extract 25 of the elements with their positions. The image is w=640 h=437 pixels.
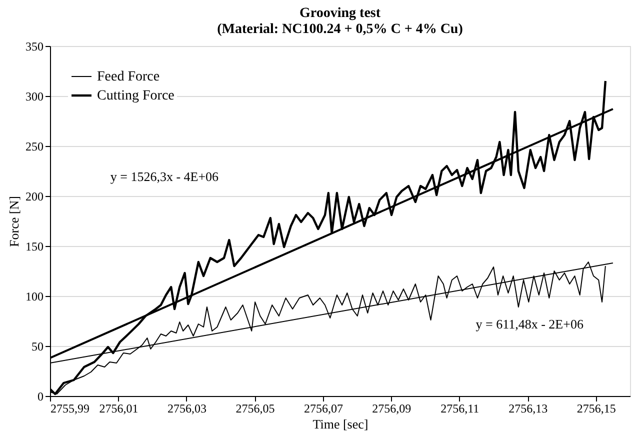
x-tick-label: 2756,01 — [99, 402, 138, 416]
y-tick-label: 350 — [26, 40, 44, 54]
y-tick-label: 200 — [26, 190, 44, 204]
x-tick-label: 2756,15 — [576, 402, 616, 416]
chart-subtitle: (Material: NC100.24 + 0,5% C + 4% Cu) — [217, 22, 464, 37]
chart-title: Grooving test — [299, 6, 381, 21]
legend-label: Cutting Force — [97, 88, 174, 104]
x-tick-label: 2756,03 — [167, 402, 206, 416]
y-tick-label: 150 — [26, 240, 44, 254]
x-tick-label: 2756,13 — [508, 402, 548, 416]
y-tick-label: 100 — [26, 290, 44, 304]
x-tick-label: 2756,09 — [372, 402, 412, 416]
y-tick-label: 250 — [26, 140, 44, 154]
y-tick-label: 300 — [26, 90, 44, 104]
y-tick-label: 50 — [32, 340, 44, 354]
x-tick-label: 2756,05 — [236, 402, 275, 416]
x-tick-label: 2756,07 — [304, 402, 343, 416]
y-axis-title: Force [N] — [6, 196, 22, 247]
annotation: y = 611,48x - 2E+06 — [476, 316, 584, 332]
x-axis-title: Time [sec] — [312, 416, 368, 432]
annotation: y = 1526,3x - 4E+06 — [110, 169, 220, 184]
legend-label: Feed Force — [97, 70, 160, 84]
y-tick-label: 0 — [38, 390, 44, 404]
x-tick-label: 2755,99 — [50, 402, 90, 416]
x-tick-label: 2756,11 — [440, 402, 480, 416]
